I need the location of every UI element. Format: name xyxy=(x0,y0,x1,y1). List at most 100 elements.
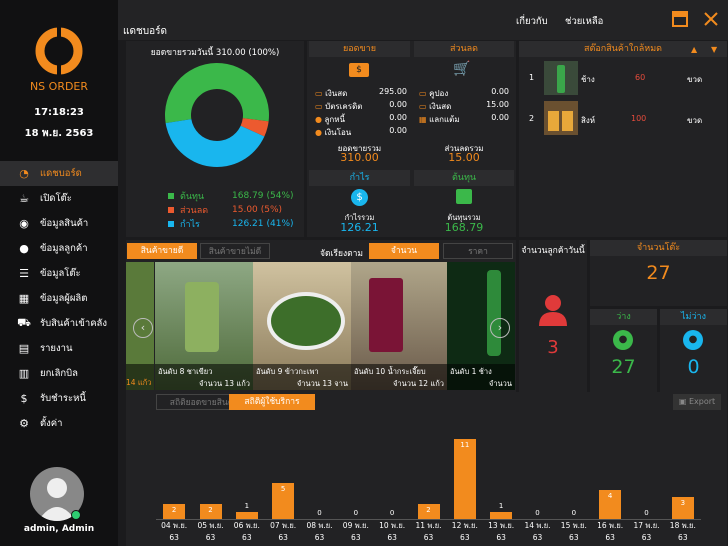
bar xyxy=(671,497,694,519)
legend-value: 168.79 xyxy=(232,191,264,201)
product-card[interactable]: อันดับ 8 ชาเขียว จำนวน 13 แก้ว xyxy=(155,262,253,390)
stock-row-no: 2 xyxy=(529,114,535,123)
banknote-icon: $ xyxy=(349,63,369,77)
busy-tables-panel: ไม่ว่าง ● 0 xyxy=(660,309,727,392)
pie-chart-icon: ◔ xyxy=(19,167,29,180)
sort-label: จัดเรียงตาม xyxy=(320,249,363,259)
bar-value-label: 4 xyxy=(607,491,613,500)
wallet-icon xyxy=(456,189,472,204)
product-rank: อันดับ 1 ช้าง xyxy=(450,367,492,376)
discount-coupon-value: 0.00 xyxy=(491,87,509,96)
profit-value: 126.21 xyxy=(340,221,379,234)
export-label: Export xyxy=(688,397,716,406)
tab-customer-stats[interactable]: สถิติผู้ใช้บริการ xyxy=(229,394,315,410)
customers-count: 3 xyxy=(547,337,559,358)
sales-total-label: ยอดขายรวม xyxy=(337,144,382,153)
sidebar-item-dashboard[interactable]: ◔ แดชบอร์ด xyxy=(0,161,118,186)
tab-best-sellers[interactable]: สินค้าขายดี xyxy=(127,243,197,259)
legend-value: 126.21 xyxy=(232,219,264,229)
x-tick-label: 07 พ.ย. 63 xyxy=(270,521,297,542)
roselle-drink-image xyxy=(369,278,403,352)
stock-row-no: 1 xyxy=(529,73,535,82)
profit-header: กำไร xyxy=(309,170,410,186)
tab-worst-sellers[interactable]: สินค้าขายไม่ดี xyxy=(200,243,270,259)
sort-down-icon[interactable]: ▼ xyxy=(711,45,718,54)
customers-title: จำนวนลูกค้าวันนี้ xyxy=(521,246,585,256)
sidebar-item-customers[interactable]: ● ข้อมูลลูกค้า xyxy=(0,236,118,261)
product-qty: จำนวน 12 แก้ว xyxy=(393,379,444,388)
product-card[interactable]: อันดับ 10 น้ำกระเจี๊ยบ จำนวน 12 แก้ว xyxy=(351,262,447,390)
x-tick-label: 09 พ.ย. 63 xyxy=(342,521,369,542)
sort-by-qty-button[interactable]: จำนวน xyxy=(369,243,439,259)
layout-icon[interactable] xyxy=(672,11,688,27)
product-caption: อันดับ 8 ชาเขียว จำนวน 13 แก้ว xyxy=(155,364,253,390)
receipt-icon: ▥ xyxy=(18,367,30,380)
x-tick-label: 16 พ.ย. 63 xyxy=(597,521,624,542)
cost-header: ต้นทุน xyxy=(414,170,514,186)
bar-value-label: 3 xyxy=(680,499,686,508)
close-icon[interactable] xyxy=(703,11,719,27)
user-plus-icon: ● xyxy=(683,330,703,350)
sidebar-item-products[interactable]: ◉ ข้อมูลสินค้า xyxy=(0,211,118,236)
sidebar-item-reports[interactable]: ▤ รายงาน xyxy=(0,336,118,361)
discount-coupon-row: ▭ คูปอง 0.00 xyxy=(419,87,509,100)
sales-cash-label: เงินสด xyxy=(325,89,348,98)
sidebar-item-tables[interactable]: ☰ ข้อมูลโต๊ะ xyxy=(0,261,118,286)
x-tick-label: 08 พ.ย. 63 xyxy=(306,521,333,542)
product-rank: อันดับ 10 น้ำกระเจี๊ยบ xyxy=(354,367,426,376)
sort-up-icon[interactable]: ▲ xyxy=(691,45,698,54)
discount-cash-label: เงินสด xyxy=(429,102,452,111)
sidebar-item-stock-in[interactable]: ⛟ รับสินค้าเข้าคลัง xyxy=(0,311,118,336)
bar-value-label: 11 xyxy=(460,441,470,449)
sidebar-item-settings[interactable]: ⚙ ตั้งค่า xyxy=(0,411,118,436)
product-card[interactable]: 14 แก้ว xyxy=(126,262,154,390)
bar-value-label: 5 xyxy=(280,484,286,493)
pie-legend: ต้นทุน 168.79 (54%) ส่วนลด 15.00 (5%) กำไร 12… xyxy=(168,189,308,231)
sidebar-item-suppliers[interactable]: ▦ ข้อมูลผู้ผลิต xyxy=(0,286,118,311)
busy-tables-header: ไม่ว่าง xyxy=(660,309,727,325)
sidebar-item-label: ข้อมูลสินค้า xyxy=(40,218,89,229)
sort-by-price-button[interactable]: ราคา xyxy=(443,243,513,259)
sidebar-item-open-table[interactable]: ☕ เปิดโต๊ะ xyxy=(0,186,118,211)
export-button[interactable]: ▣ Export xyxy=(673,394,721,410)
cost-value: 168.79 xyxy=(444,221,484,234)
dollar-coin-icon: $ xyxy=(351,189,368,206)
bar xyxy=(163,504,186,519)
x-tick-label: 11 พ.ย. 63 xyxy=(415,521,442,542)
green-tea-image xyxy=(185,282,219,352)
sidebar-item-debt-payment[interactable]: $ รับชำระหนี้ xyxy=(0,386,118,411)
x-tick-label: 04 พ.ย. 63 xyxy=(161,521,188,542)
bar-value-label: 1 xyxy=(244,501,250,510)
brand-name: NS ORDER xyxy=(29,80,89,93)
sidebar-item-label: รายงาน xyxy=(40,343,73,354)
user-check-icon: ● xyxy=(613,330,633,350)
cart-icon: 🛒 xyxy=(453,61,471,77)
product-qty: จำนวน 13 จาน xyxy=(296,379,348,388)
stock-row-name: ช้าง xyxy=(581,75,595,84)
top-bar: แดชบอร์ด เกี่ยวกับ ช่วยเหลือ xyxy=(118,0,728,40)
bar-value-label: 2 xyxy=(426,506,431,515)
product-card[interactable]: อันดับ 9 ข้าวกะเพา จำนวน 13 จาน xyxy=(253,262,351,390)
about-link[interactable]: เกี่ยวกับ xyxy=(516,16,548,27)
carousel-next-button[interactable]: › xyxy=(490,318,510,338)
credit-card-icon: ▭ xyxy=(315,102,326,111)
stock-row-qty: 100 xyxy=(631,114,647,123)
legend-swatch xyxy=(168,207,174,213)
bar xyxy=(453,439,476,519)
stock-row-unit: ขวด xyxy=(687,116,703,125)
bar-value-label: 1 xyxy=(498,501,504,510)
sales-transfer-value: 0.00 xyxy=(389,126,407,135)
help-link[interactable]: ช่วยเหลือ xyxy=(565,16,604,27)
carousel-prev-button[interactable]: ‹ xyxy=(133,318,153,338)
sales-pie-chart xyxy=(165,63,269,167)
ns-order-logo xyxy=(35,26,83,76)
debtor-icon: ● xyxy=(315,115,325,124)
dollar-icon: $ xyxy=(20,392,28,405)
user-name: admin, Admin xyxy=(23,524,95,534)
sidebar-item-cancel-bill[interactable]: ▥ ยกเลิกบิล xyxy=(0,361,118,386)
stock-row-qty: 60 xyxy=(635,73,646,82)
cart-icon: ⛟ xyxy=(17,316,31,329)
legend-swatch xyxy=(168,193,174,199)
sales-header: ยอดขาย xyxy=(309,41,410,57)
free-tables-panel: ว่าง ● 27 xyxy=(590,309,657,392)
